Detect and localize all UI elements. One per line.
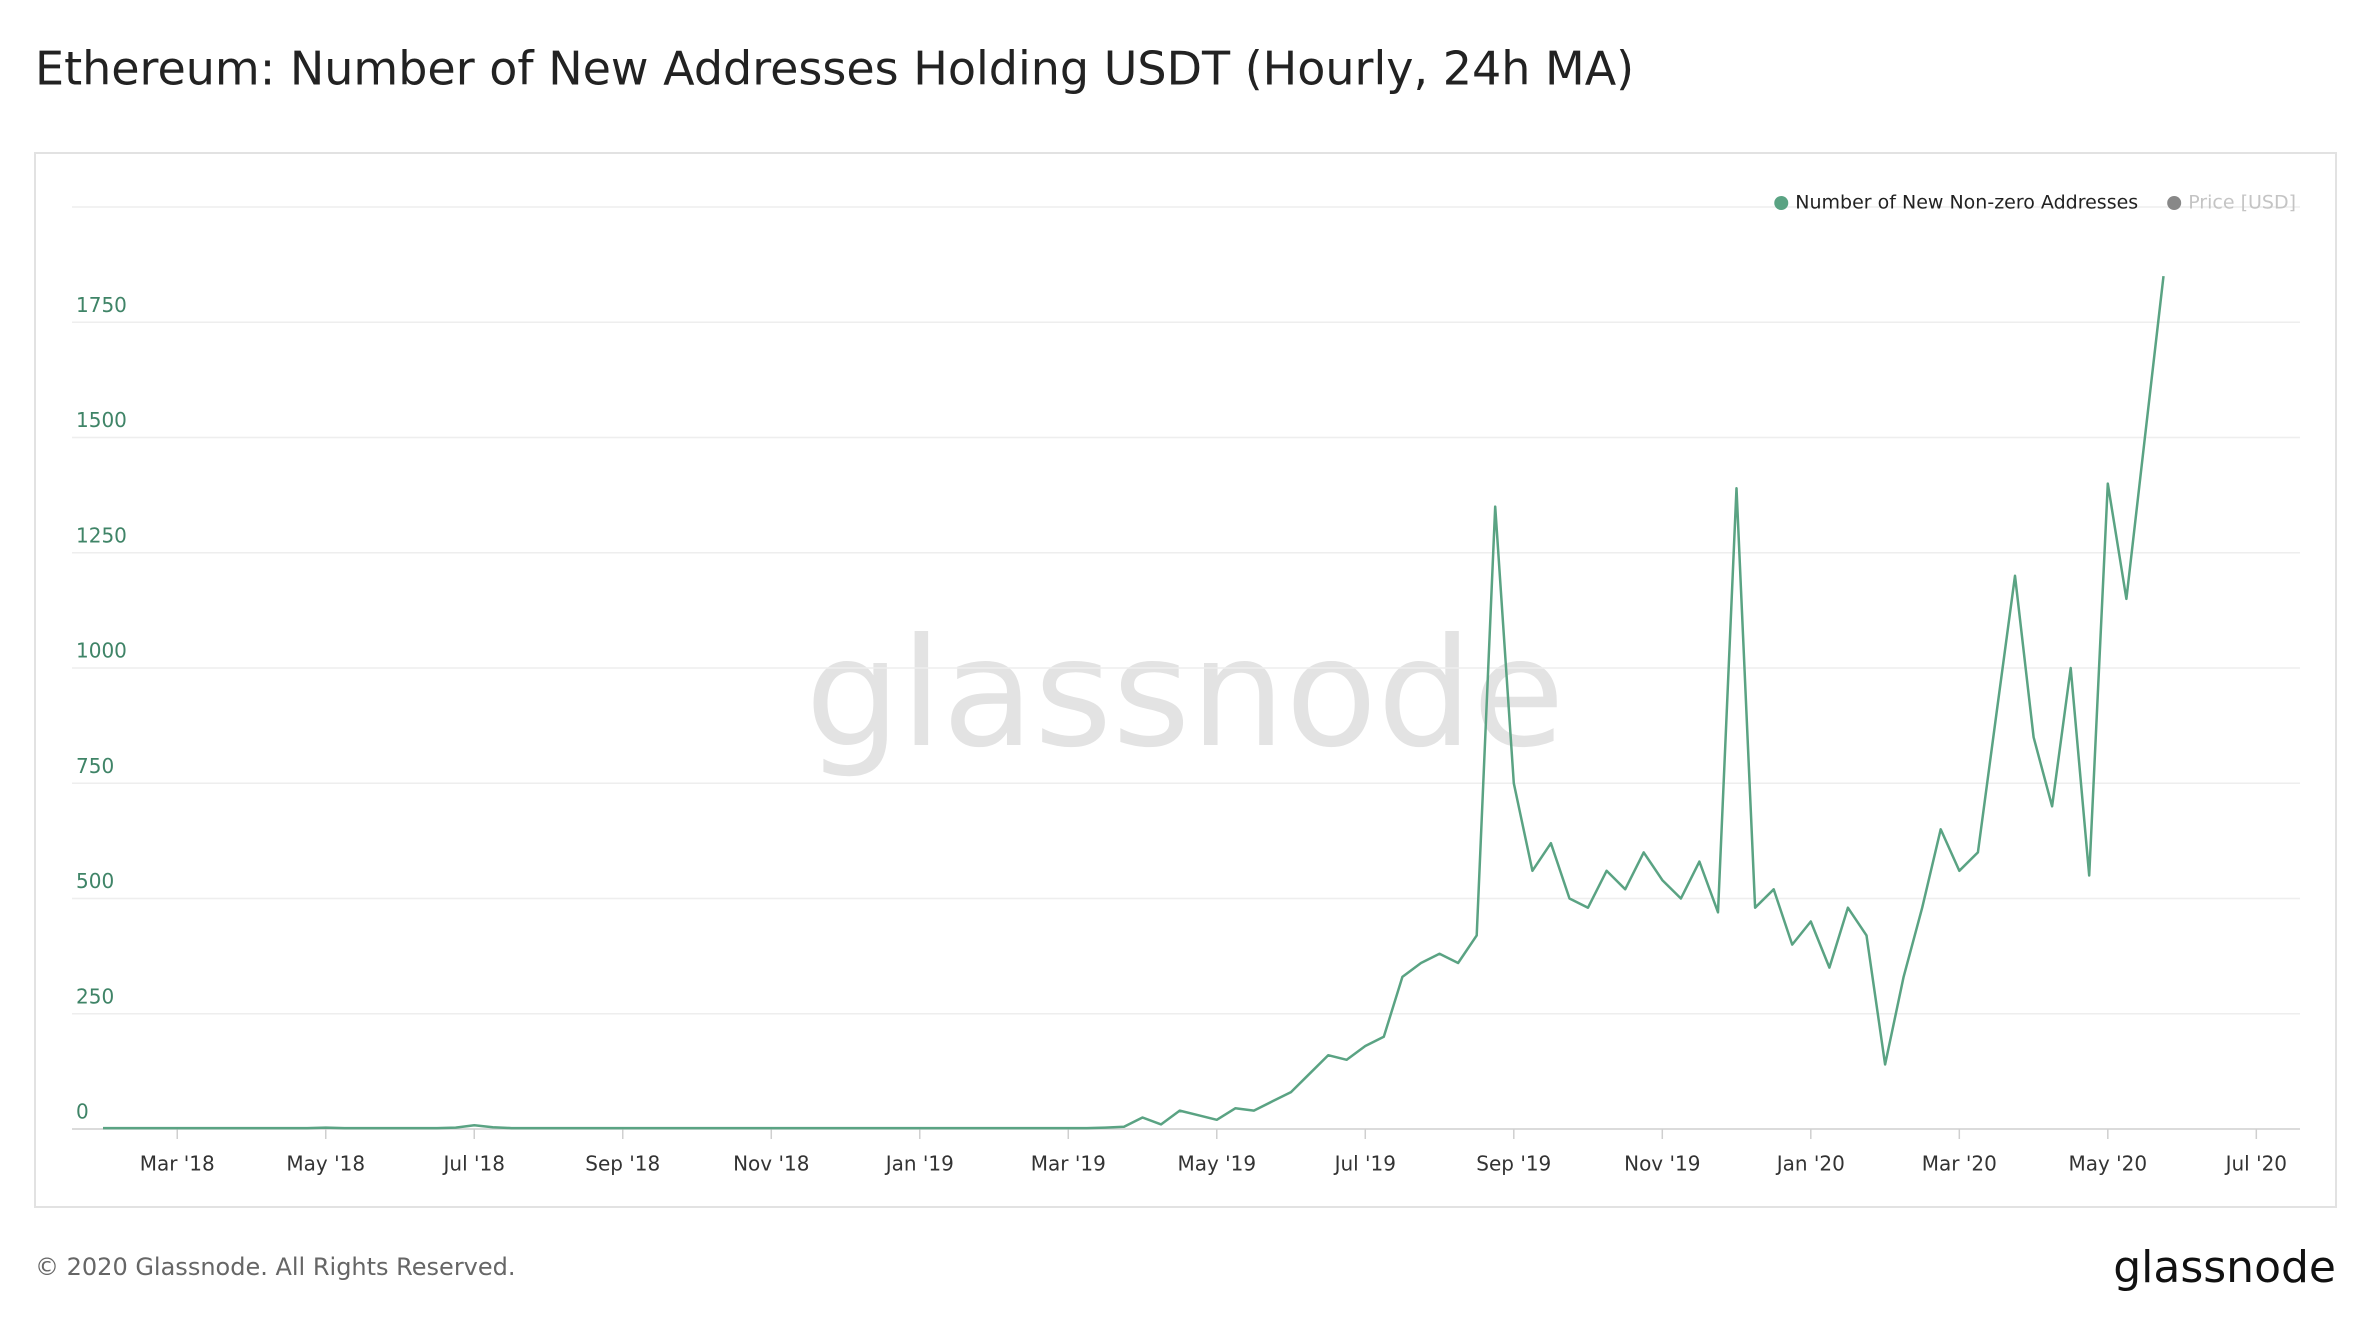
x-tick-label: May '18 bbox=[286, 1152, 365, 1176]
x-tick-label: May '19 bbox=[1177, 1152, 1256, 1176]
y-tick-label: 500 bbox=[76, 869, 114, 893]
x-tick-label: Jan '19 bbox=[884, 1152, 954, 1176]
legend-marker[interactable] bbox=[2167, 196, 2182, 210]
x-tick-label: Jul '19 bbox=[1333, 1152, 1396, 1176]
x-tick-label: Jul '18 bbox=[442, 1152, 505, 1176]
data-line bbox=[103, 275, 2165, 1130]
legend-marker[interactable] bbox=[1774, 196, 1789, 210]
y-tick-label: 1000 bbox=[76, 639, 127, 663]
x-tick-label: Jan '20 bbox=[1775, 1152, 1845, 1176]
y-tick-label: 1500 bbox=[76, 408, 127, 432]
chart-title: Ethereum: Number of New Addresses Holdin… bbox=[35, 42, 1634, 96]
watermark: glassnode bbox=[805, 607, 1564, 781]
legend-label[interactable]: Price [USD] bbox=[2188, 192, 2296, 214]
x-tick-label: Nov '19 bbox=[1624, 1152, 1700, 1176]
x-tick-label: Jul '20 bbox=[2224, 1152, 2287, 1176]
x-tick-label: Mar '19 bbox=[1031, 1152, 1106, 1176]
y-tick-label: 250 bbox=[76, 984, 114, 1008]
x-tick-label: May '20 bbox=[2068, 1152, 2147, 1176]
x-tick-label: Mar '20 bbox=[1922, 1152, 1997, 1176]
x-tick-label: Mar '18 bbox=[140, 1152, 215, 1176]
x-tick-label: Nov '18 bbox=[733, 1152, 809, 1176]
y-tick-label: 750 bbox=[76, 754, 114, 778]
y-tick-label: 1750 bbox=[76, 293, 127, 317]
chart-frame bbox=[34, 152, 2337, 1208]
y-tick-label: 1250 bbox=[76, 523, 127, 547]
y-tick-label: 0 bbox=[76, 1100, 89, 1124]
logo: glassnode bbox=[2113, 1242, 2336, 1293]
footer: © 2020 Glassnode. All Rights Reserved. bbox=[35, 1253, 516, 1281]
x-tick-label: Sep '19 bbox=[1476, 1152, 1551, 1176]
legend-label[interactable]: Number of New Non-zero Addresses bbox=[1795, 192, 2138, 214]
x-tick-label: Sep '18 bbox=[585, 1152, 660, 1176]
